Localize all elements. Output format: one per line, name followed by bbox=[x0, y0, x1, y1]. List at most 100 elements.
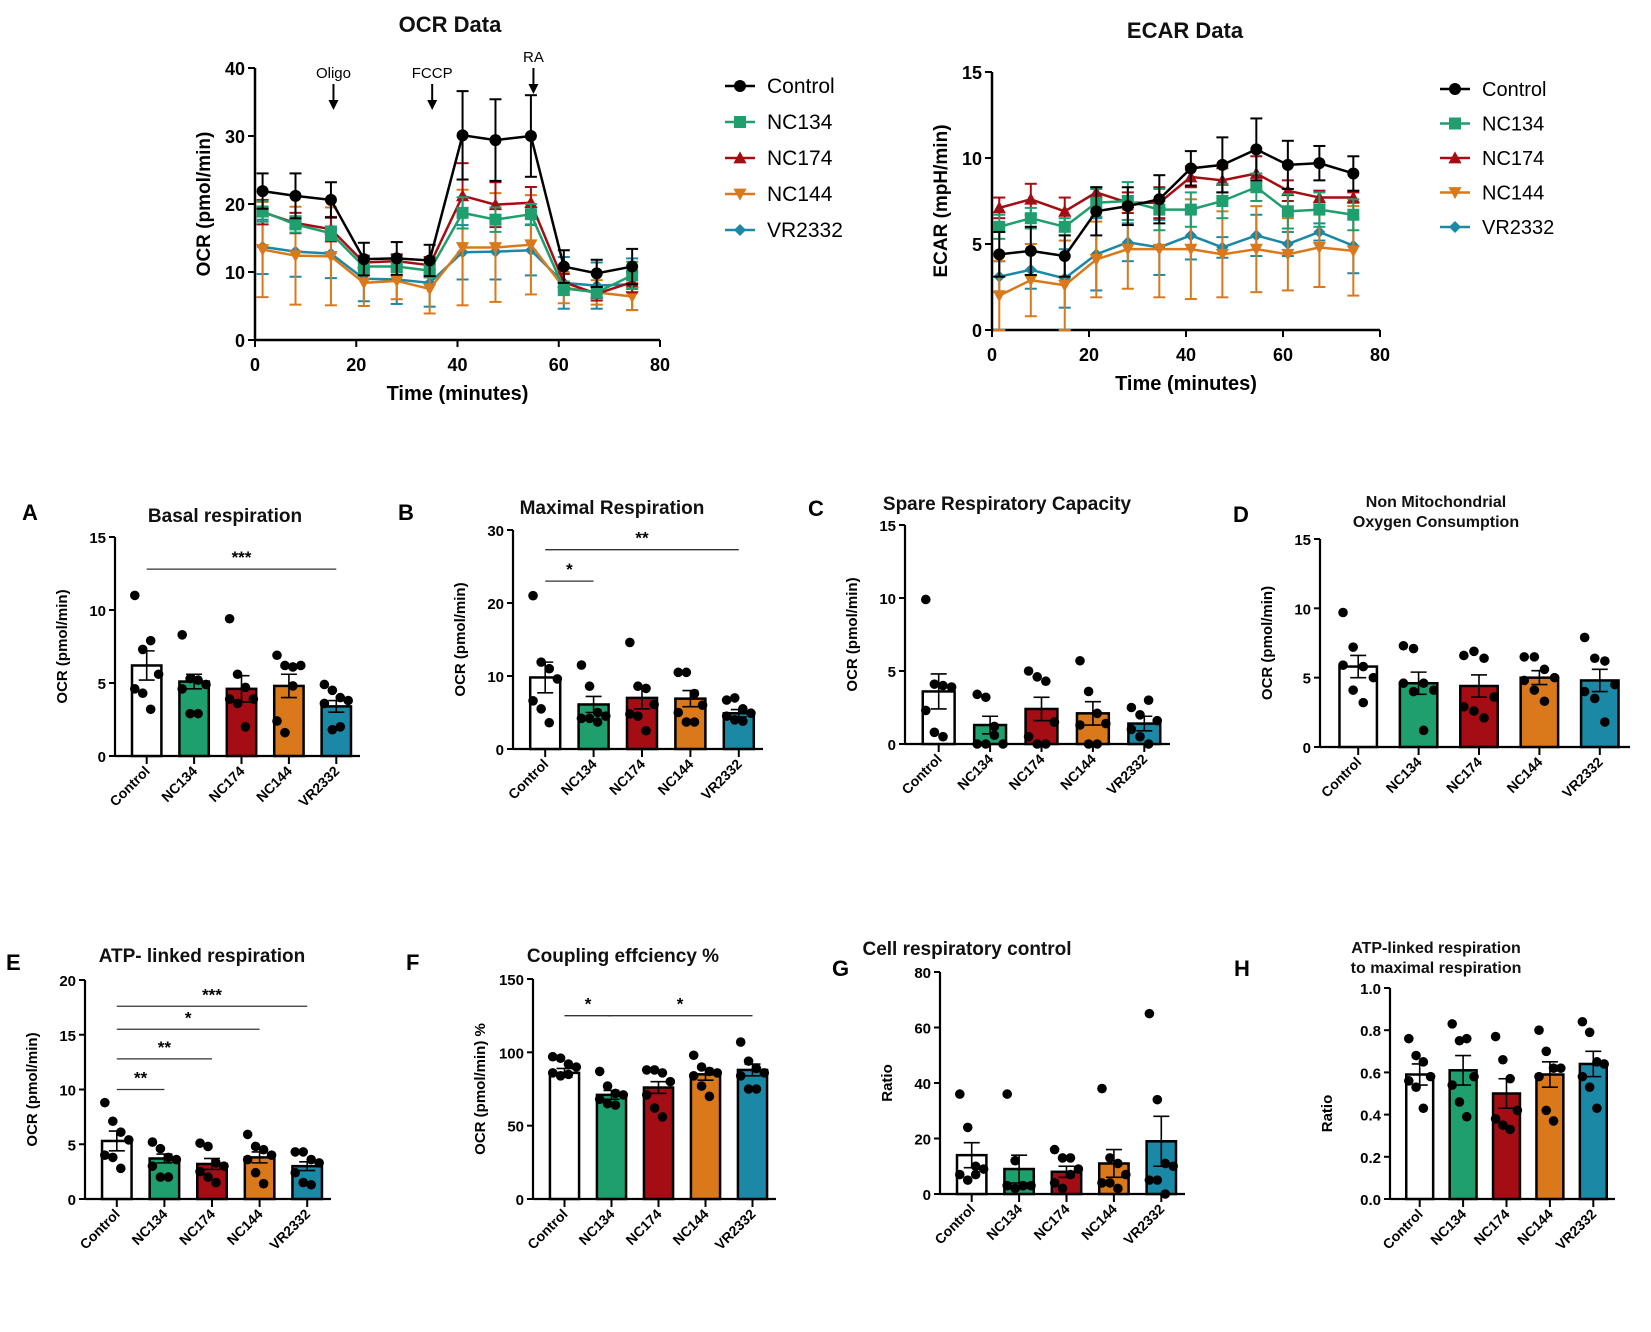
data-point bbox=[1024, 192, 1038, 205]
x-tick-label: NC144 bbox=[224, 1206, 266, 1248]
data-point bbox=[1610, 679, 1620, 690]
x-axis-label: Time (minutes) bbox=[1115, 373, 1257, 395]
y-tick-label: 10 bbox=[59, 1083, 76, 1100]
legend-item: NC144 bbox=[1440, 183, 1544, 205]
y-tick-label: 20 bbox=[59, 973, 76, 990]
panel-letter: F bbox=[406, 950, 419, 975]
series-Control bbox=[993, 117, 1360, 278]
x-tick-label: NC174 bbox=[1470, 1206, 1512, 1248]
annotation-label: RA bbox=[523, 49, 544, 66]
y-tick-label: 5 bbox=[68, 1137, 76, 1154]
data-point bbox=[1075, 720, 1085, 730]
bar-group-Control bbox=[129, 590, 164, 758]
y-tick-label: 0.6 bbox=[1360, 1065, 1381, 1082]
bar-group-VR2332 bbox=[1126, 695, 1163, 749]
data-point bbox=[145, 704, 156, 715]
data-point bbox=[688, 1071, 699, 1081]
legend-marker bbox=[1449, 83, 1461, 95]
panel-F: F Coupling effciency % 0 50 100 150 OCR (pmol/… bbox=[406, 946, 776, 1253]
y-tick-label: 15 bbox=[59, 1028, 76, 1045]
data-point bbox=[649, 699, 659, 710]
data-point bbox=[1338, 660, 1348, 670]
panel-G: G Cell respiratory control 0 20 40 60 80 Ratio C… bbox=[832, 939, 1185, 1248]
data-point bbox=[258, 1178, 269, 1189]
data-point bbox=[657, 1068, 668, 1078]
data-point bbox=[185, 708, 195, 719]
data-point bbox=[1023, 666, 1034, 676]
data-point bbox=[980, 692, 991, 703]
data-point bbox=[123, 1135, 134, 1145]
data-point bbox=[989, 721, 1000, 732]
data-point bbox=[657, 1112, 668, 1122]
data-point bbox=[681, 667, 692, 678]
y-tick-label: 5 bbox=[972, 235, 982, 255]
data-point bbox=[1024, 274, 1038, 287]
data-point bbox=[1358, 661, 1369, 672]
bar-group-NC134 bbox=[1398, 640, 1439, 749]
data-point bbox=[232, 698, 243, 709]
chart-title: to maximal respiration bbox=[1351, 960, 1522, 977]
bar-group-VR2332 bbox=[1577, 1016, 1609, 1201]
data-point bbox=[1184, 162, 1197, 175]
significance-label: *** bbox=[232, 548, 252, 567]
bar-group-NC144 bbox=[688, 1050, 723, 1201]
x-tick-label: NC174 bbox=[1443, 754, 1485, 796]
data-point bbox=[1121, 200, 1134, 213]
x-tick-label: 0 bbox=[250, 355, 260, 375]
y-tick-label: 0 bbox=[923, 1187, 931, 1204]
y-tick-label: 15 bbox=[962, 63, 982, 83]
bar-group-NC134 bbox=[147, 1137, 182, 1201]
data-point bbox=[759, 1068, 770, 1078]
x-tick-label: NC134 bbox=[983, 1201, 1025, 1243]
x-tick-label: NC144 bbox=[669, 1206, 711, 1248]
legend-marker bbox=[1449, 221, 1461, 233]
data-point bbox=[972, 739, 982, 749]
bar-group-NC174 bbox=[625, 637, 659, 751]
data-point bbox=[954, 1089, 965, 1099]
bar-group-NC144 bbox=[1519, 652, 1560, 749]
data-point bbox=[594, 1066, 605, 1077]
bar bbox=[1519, 676, 1560, 749]
data-point bbox=[272, 650, 282, 661]
data-point bbox=[524, 130, 537, 142]
data-point bbox=[240, 722, 251, 732]
x-tick-label: 60 bbox=[549, 355, 569, 375]
legend-item: Control bbox=[725, 75, 835, 98]
y-tick-label: 40 bbox=[225, 59, 245, 79]
data-point bbox=[1216, 158, 1229, 171]
data-point bbox=[1281, 205, 1294, 218]
data-point bbox=[1404, 1033, 1414, 1044]
data-point bbox=[1049, 717, 1060, 727]
data-point bbox=[357, 253, 370, 266]
data-point bbox=[1490, 1031, 1501, 1042]
data-point bbox=[735, 1037, 746, 1047]
bar-group-NC174 bbox=[1023, 666, 1060, 749]
x-tick-label: VR2332 bbox=[1103, 751, 1150, 798]
legend-item: Control bbox=[1440, 79, 1546, 101]
bar bbox=[243, 1156, 276, 1201]
legend-item: NC134 bbox=[1440, 114, 1544, 136]
data-point bbox=[1144, 1175, 1155, 1185]
data-point bbox=[1592, 1103, 1602, 1114]
data-point bbox=[155, 1143, 166, 1154]
data-point bbox=[137, 644, 148, 655]
data-point bbox=[1101, 718, 1111, 729]
data-point bbox=[1418, 725, 1429, 736]
data-point bbox=[602, 1081, 613, 1091]
data-point bbox=[584, 681, 595, 692]
data-point bbox=[1519, 652, 1530, 662]
data-point bbox=[1358, 697, 1369, 708]
bar-group-NC144 bbox=[673, 667, 708, 751]
panel-letter: H bbox=[1234, 956, 1250, 981]
data-point bbox=[1479, 713, 1489, 723]
data-point bbox=[1281, 184, 1295, 197]
data-point bbox=[681, 717, 692, 727]
data-point bbox=[177, 630, 187, 640]
data-point bbox=[256, 185, 269, 198]
y-tick-label: 5 bbox=[98, 676, 106, 693]
x-tick-label: Control bbox=[505, 756, 552, 803]
x-tick-label: NC144 bbox=[1514, 1206, 1556, 1248]
bar-group-NC144 bbox=[1075, 655, 1111, 749]
data-point bbox=[1600, 717, 1610, 727]
data-point bbox=[746, 708, 756, 719]
